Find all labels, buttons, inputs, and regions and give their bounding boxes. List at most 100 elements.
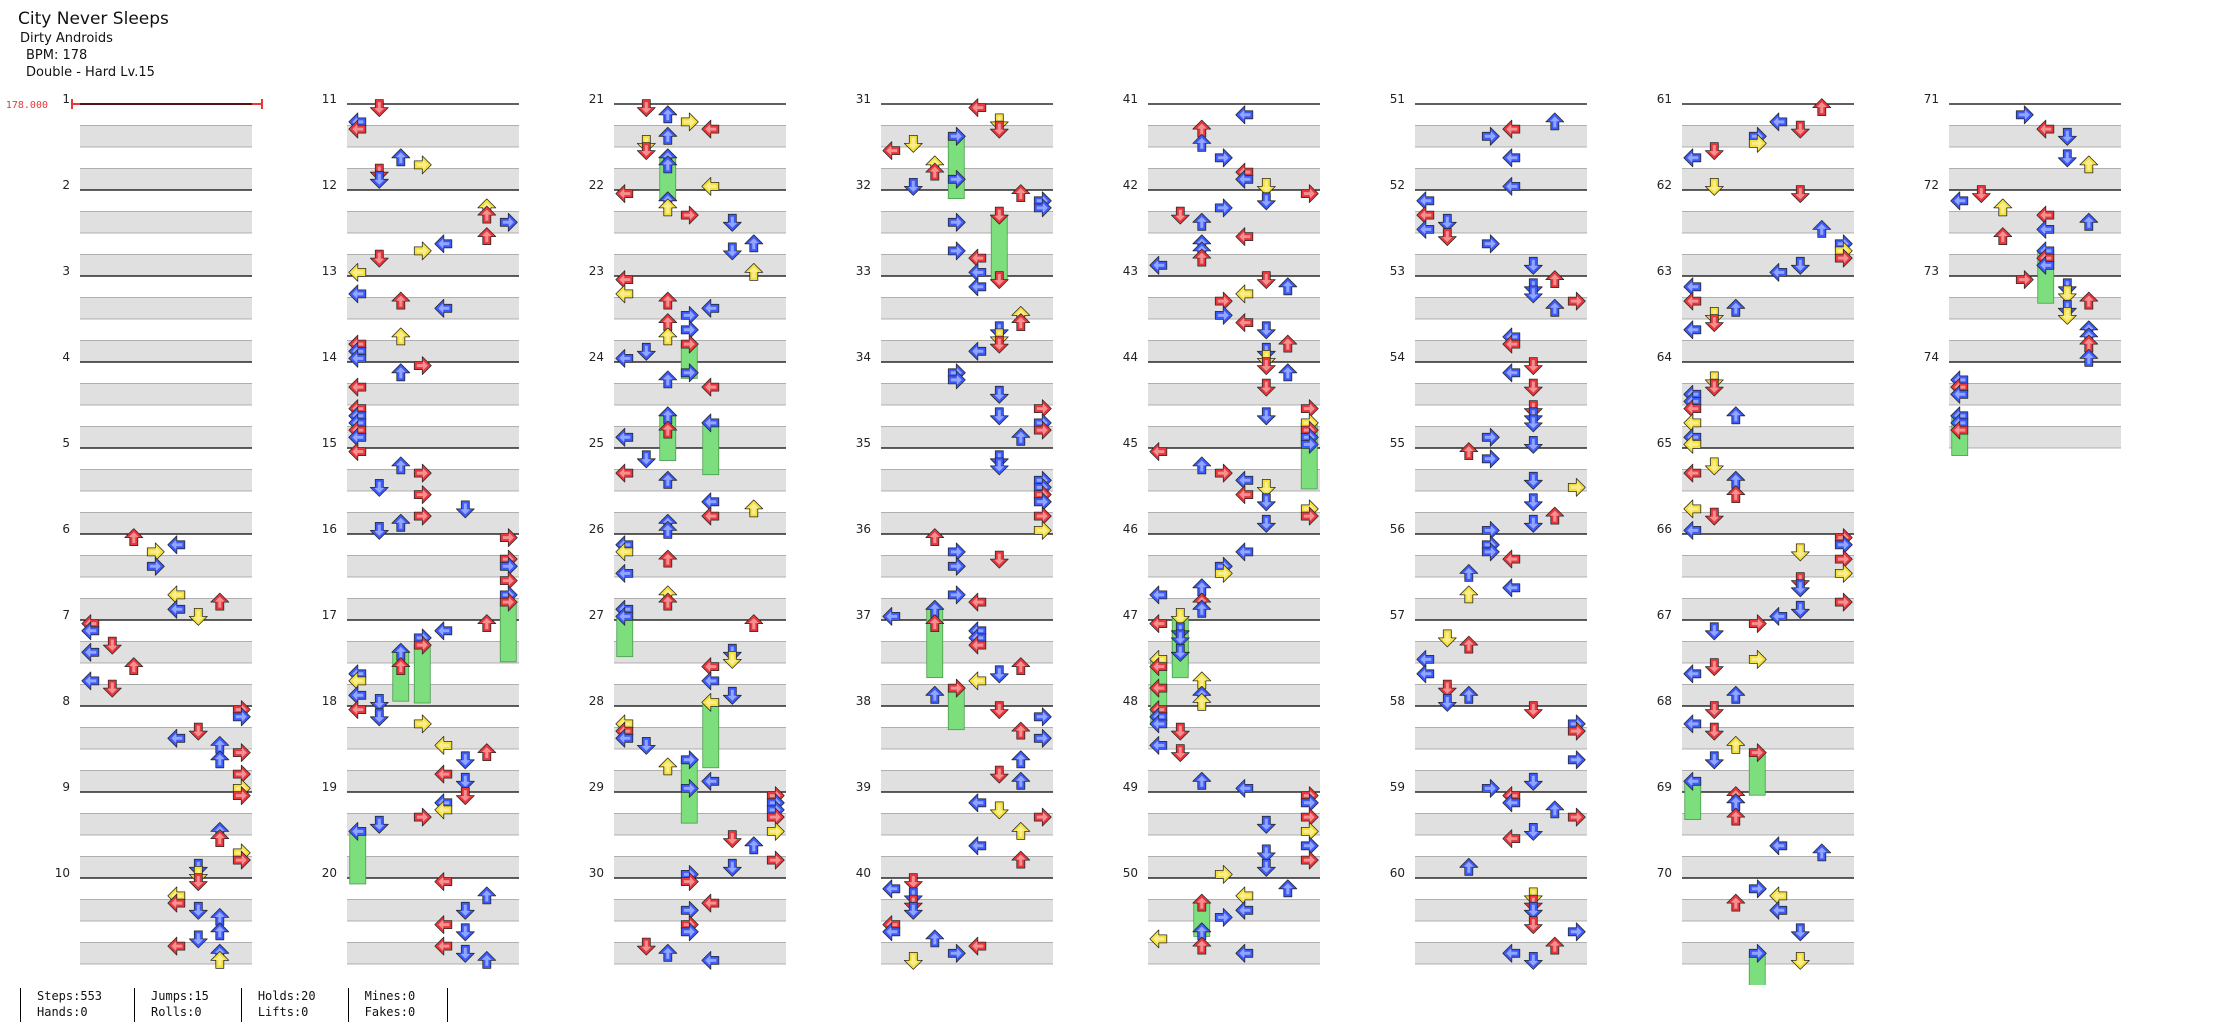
measure-number: 43 (1123, 264, 1138, 278)
measure-number: 40 (856, 866, 871, 880)
stat-group-mines: Mines:0 Fakes:0 (347, 988, 448, 1022)
step-arrow-down (369, 99, 389, 118)
bpm-label: BPM: 178 (26, 48, 88, 63)
stat-group-jumps: Jumps:15 Rolls:0 (134, 988, 241, 1022)
measure-number: 31 (856, 92, 871, 106)
measure: 21 (589, 92, 786, 191)
measure-number: 46 (1123, 522, 1138, 536)
step-arrow-down (1256, 192, 1276, 211)
step-arrow-left (1235, 105, 1254, 125)
measure-number: 53 (1390, 264, 1405, 278)
measure: 63 (1657, 264, 1854, 363)
step-arrow-left (968, 277, 987, 297)
measure: 64 (1657, 350, 1854, 449)
measure: 29 (589, 780, 786, 879)
step-arrow-left (968, 793, 987, 813)
step-arrow-left (968, 836, 987, 856)
step-arrow-left (434, 234, 453, 254)
measure-number: 60 (1390, 866, 1405, 880)
step-arrow-up (744, 836, 764, 855)
measure-number: 6 (62, 522, 70, 536)
holds-count: Holds:20 (257, 989, 316, 1003)
measure-number: 21 (589, 92, 604, 106)
measure-number: 24 (589, 350, 604, 364)
step-arrow-down (989, 407, 1009, 426)
measure-number: 58 (1390, 694, 1405, 708)
measure: 8 (62, 694, 252, 793)
measure: 74 (1924, 350, 2121, 449)
measure-number: 33 (856, 264, 871, 278)
measure: 15 (322, 436, 519, 535)
measure-number: 25 (589, 436, 604, 450)
measure-number: 41 (1123, 92, 1138, 106)
measure: 60 (1390, 866, 1587, 965)
measure-number: 56 (1390, 522, 1405, 536)
measure-number: 54 (1390, 350, 1405, 364)
measure-number: 1 (62, 92, 70, 106)
measure: 69 (1657, 780, 1854, 879)
measure-number: 18 (322, 694, 337, 708)
measure-number: 38 (856, 694, 871, 708)
measure-number: 68 (1657, 694, 1672, 708)
measure: 33 (856, 264, 1053, 363)
measure: 25 (589, 436, 786, 535)
measure-number: 67 (1657, 608, 1672, 622)
step-arrow-down (2057, 149, 2077, 168)
measure: 9 (62, 780, 252, 879)
measure-number: 9 (62, 780, 70, 794)
step-arrow-up (1278, 363, 1298, 382)
measure-number: 15 (322, 436, 337, 450)
measure-number: 42 (1123, 178, 1138, 192)
measure: 30 (589, 866, 786, 965)
measure-number: 11 (322, 92, 337, 106)
measure: 40 (856, 866, 1053, 965)
mines-count: Mines:0 (364, 989, 416, 1003)
measure: 68 (1657, 694, 1854, 793)
measure: 56 (1390, 522, 1587, 621)
measure-number: 63 (1657, 264, 1672, 278)
step-arrow-up (1726, 406, 1746, 425)
step-arrow-up (1278, 879, 1298, 898)
difficulty-label: Double - Hard Lv.15 (26, 65, 155, 80)
measure-number: 35 (856, 436, 871, 450)
measure-number: 26 (589, 522, 604, 536)
measure-number: 32 (856, 178, 871, 192)
bpm-change-marker: 178.000 (6, 99, 263, 111)
stat-group-holds: Holds:20 Lifts:0 (240, 988, 348, 1022)
step-arrow-down (1256, 321, 1276, 340)
measure-number: 28 (589, 694, 604, 708)
measure-number: 72 (1924, 178, 1939, 192)
measure: 14 (322, 350, 519, 449)
step-arrow-down (1704, 622, 1724, 641)
measure: 49 (1123, 780, 1320, 879)
step-arrow-up (1011, 750, 1031, 769)
measure-number: 29 (589, 780, 604, 794)
step-arrow-left (1769, 836, 1788, 856)
measure-number: 64 (1657, 350, 1672, 364)
measure-number: 50 (1123, 866, 1138, 880)
step-arrow-right (1214, 148, 1233, 168)
measure-number: 61 (1657, 92, 1672, 106)
step-arrow-left (1683, 148, 1702, 168)
step-arrow-right (1481, 449, 1500, 469)
step-arrow-up (210, 750, 230, 769)
step-arrow-right (1748, 879, 1767, 899)
measure: 39 (856, 780, 1053, 879)
step-arrow-up (391, 363, 411, 382)
measure-number: 37 (856, 608, 871, 622)
measure-number: 62 (1657, 178, 1672, 192)
measure-number: 69 (1657, 780, 1672, 794)
step-arrow-down (636, 450, 656, 469)
step-arrow-up (1278, 277, 1298, 296)
measure-number: 74 (1924, 350, 1939, 364)
measure: 13 (322, 264, 519, 363)
rolls-count: Rolls:0 (151, 1005, 202, 1019)
measure-number: 34 (856, 350, 871, 364)
measure: 46 (1123, 522, 1320, 621)
steps-count: Steps:553 (37, 989, 103, 1003)
bpm-change-label: 178.000 (6, 100, 48, 111)
measure: 38 (856, 694, 1053, 793)
hold-note (702, 702, 720, 769)
measure-number: 23 (589, 264, 604, 278)
step-arrow-down (1256, 407, 1276, 426)
